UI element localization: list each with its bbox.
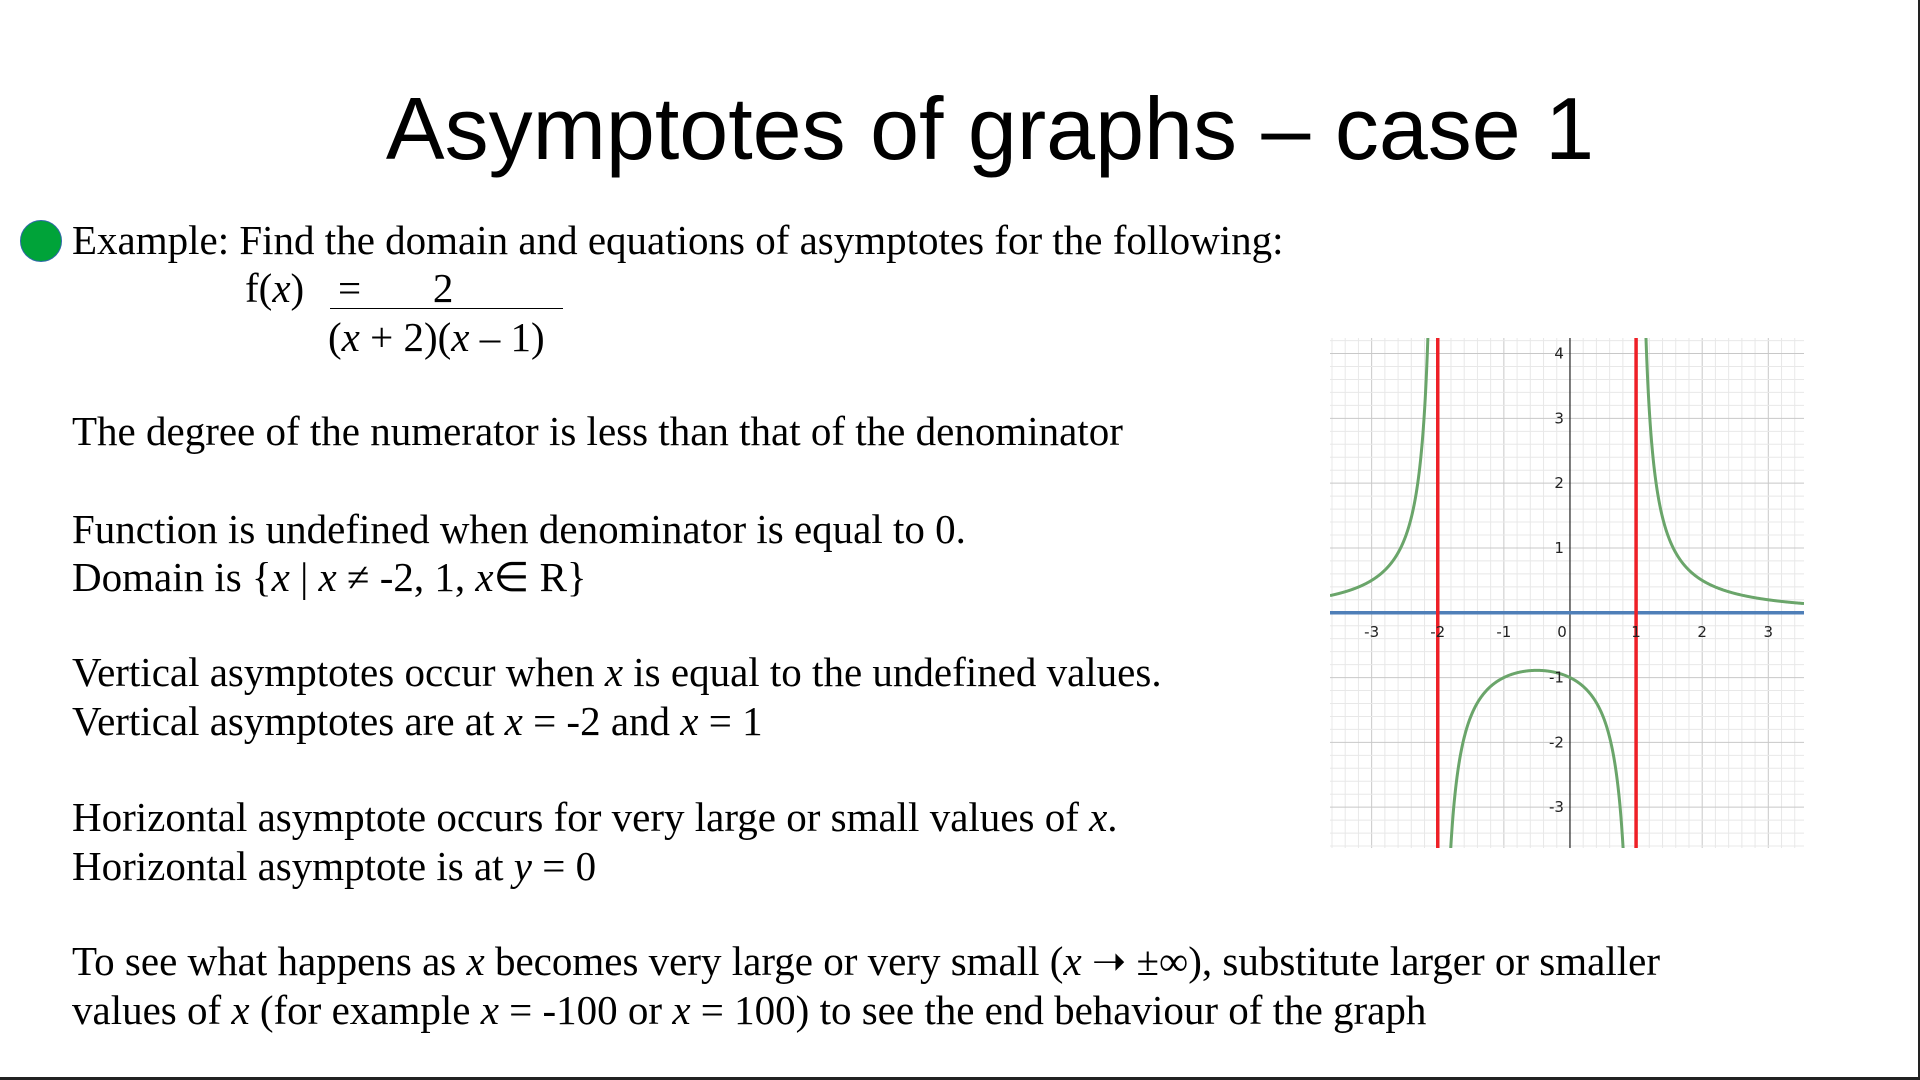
text-segment: Vertical asymptotes occur when [72, 649, 605, 695]
text-segment: . [1107, 794, 1118, 840]
text-line: Function is undefined when denominator i… [72, 505, 966, 553]
x-tick-label: 2 [1697, 623, 1707, 641]
function-graph: -3 -2 -1 0 1 2 3 -3 -2 -1 1 2 3 4 [1330, 338, 1804, 848]
x-tick-label: 3 [1764, 623, 1774, 641]
text-segment: is equal to the undefined values. [623, 649, 1162, 695]
math-variable: x [475, 554, 494, 600]
text-line: Domain is {x | x ≠ -2, 1, x∈ R} [72, 553, 587, 601]
y-tick-label: -3 [1549, 798, 1564, 816]
text-segment: ➝ ±∞), substitute larger or smaller [1081, 938, 1660, 984]
text-line: Vertical asymptotes are at x = -2 and x … [72, 697, 763, 745]
fraction-bar [330, 308, 563, 309]
text-segment: ∈ R} [493, 554, 587, 600]
function-curve-branch [1449, 668, 1625, 848]
text-segment: Function is undefined when denominator i… [72, 506, 966, 552]
equation-numerator: = 2 [338, 265, 454, 311]
text-segment: = -100 or [498, 987, 673, 1033]
text-segment: Domain is { [72, 554, 272, 600]
math-variable: x [1089, 794, 1108, 840]
math-variable: x [466, 938, 485, 984]
text-segment: f( [245, 265, 273, 311]
math-variable: x [272, 265, 291, 311]
y-tick-label: 2 [1554, 474, 1564, 492]
math-variable: x [480, 987, 499, 1033]
y-tick-label: 1 [1554, 539, 1564, 557]
function-curve-branch [1644, 338, 1804, 606]
bullet-icon [20, 220, 62, 262]
text-line: To see what happens as x becomes very la… [72, 937, 1660, 985]
text-segment: (for example [249, 987, 481, 1033]
text-line: Horizontal asymptote occurs for very lar… [72, 793, 1118, 841]
math-variable: x [231, 987, 250, 1033]
text-segment: Horizontal asymptote is at [72, 843, 514, 889]
text-segment: ) [290, 265, 305, 311]
math-variable: x [318, 554, 337, 600]
x-tick-label: 1 [1631, 623, 1641, 641]
text-line: Vertical asymptotes occur when x is equa… [72, 648, 1162, 696]
x-tick-label: -3 [1364, 623, 1379, 641]
math-variable: x [604, 649, 624, 695]
math-variable: y [513, 843, 532, 889]
text-segment: Horizontal asymptote occurs for very lar… [72, 794, 1090, 840]
math-variable: x [680, 698, 699, 744]
text-segment: – 1) [469, 314, 545, 360]
math-variable: x [341, 314, 360, 360]
slide-title: Asymptotes of graphs – case 1 [385, 79, 1595, 178]
x-tick-label: -1 [1496, 623, 1511, 641]
text-segment: To see what happens as [72, 938, 467, 984]
y-tick-label: 4 [1554, 345, 1564, 363]
math-variable: x [1063, 938, 1082, 984]
text-segment: The degree of the numerator is less than… [72, 408, 1123, 454]
math-variable: x [271, 554, 290, 600]
y-tick-label: 3 [1554, 409, 1564, 427]
text-segment: becomes very large or very small ( [484, 938, 1064, 984]
text-segment: = -2 and [522, 698, 681, 744]
text-line: values of x (for example x = -100 or x =… [72, 986, 1426, 1034]
text-segment: Vertical asymptotes are at [72, 698, 505, 744]
text-segment: | [289, 554, 319, 600]
text-segment: values of [72, 987, 232, 1033]
text-segment: + 2)( [359, 314, 452, 360]
text-line: The degree of the numerator is less than… [72, 407, 1123, 455]
x-tick-label: 0 [1557, 623, 1567, 641]
math-variable: x [451, 314, 470, 360]
x-tick-label: -2 [1430, 623, 1445, 641]
text-segment: = 1 [698, 698, 763, 744]
example-text: Example: Find the domain and equations o… [72, 217, 1284, 263]
text-line: Horizontal asymptote is at y = 0 [72, 842, 596, 890]
y-tick-label: -1 [1549, 669, 1564, 687]
equation-lhs: f(x) [245, 264, 304, 312]
equation-denominator: (x + 2)(x – 1) [328, 313, 545, 361]
math-variable: x [504, 698, 523, 744]
text-segment: ( [328, 314, 342, 360]
text-segment: ≠ -2, 1, [336, 554, 476, 600]
text-segment: = 0 [532, 843, 597, 889]
y-tick-label: -2 [1549, 733, 1564, 751]
function-curve-branch [1330, 338, 1430, 598]
math-variable: x [672, 987, 691, 1033]
text-segment: = 100) to see the end behaviour of the g… [690, 987, 1427, 1033]
